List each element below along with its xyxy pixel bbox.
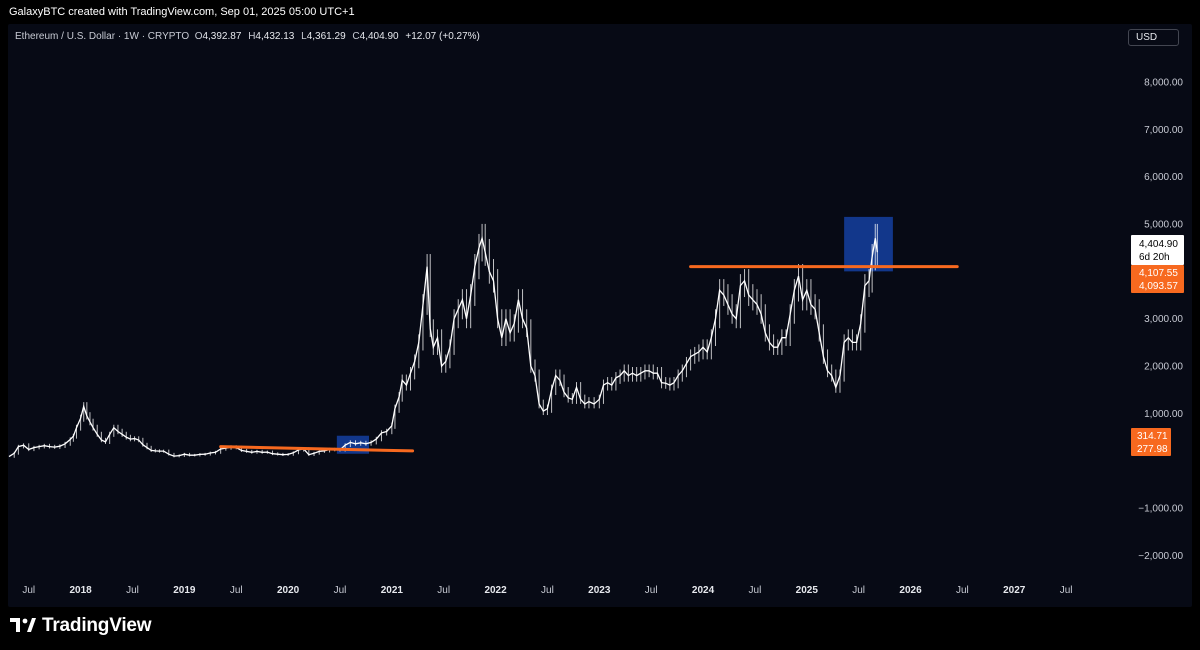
- x-tick-label-10: Jul: [541, 585, 554, 596]
- tradingview-brand[interactable]: TradingView: [10, 615, 152, 637]
- chart-panel[interactable]: 8,000.007,000.006,000.005,000.004,000.00…: [8, 24, 1192, 607]
- countdown-value: 6d 20h: [1139, 252, 1170, 263]
- y-tick-label-2: 6,000.00: [1144, 172, 1183, 183]
- x-tick-label-19: 2027: [1003, 585, 1026, 596]
- price-chart[interactable]: 8,000.007,000.006,000.005,000.004,000.00…: [8, 24, 1192, 607]
- x-tick-label-17: 2026: [899, 585, 922, 596]
- last-price-value: 4,404.90: [1139, 239, 1178, 250]
- footer: TradingView: [0, 607, 1200, 650]
- x-tick-label-5: 2020: [277, 585, 300, 596]
- close-value: 4,404.90: [359, 31, 399, 42]
- x-tick-label-6: Jul: [334, 585, 347, 596]
- open-key: O: [194, 31, 203, 42]
- lower-line-label: 314.71 277.98: [1131, 428, 1171, 456]
- attribution-bar: GalaxyBTC created with TradingView.com, …: [0, 0, 1200, 24]
- open-value: 4,392.87: [202, 31, 242, 42]
- attribution-text: GalaxyBTC created with TradingView.com, …: [9, 6, 355, 18]
- price-series: [8, 223, 878, 458]
- x-tick-label-3: 2019: [173, 585, 196, 596]
- x-tick-label-1: 2018: [69, 585, 92, 596]
- highlight-boxes: [336, 216, 893, 454]
- ohlc-legend: Ethereum / U.S. Dollar · 1W · CRYPTO O4,…: [15, 31, 484, 42]
- y-tick-label-9: −2,000.00: [1138, 551, 1183, 562]
- tradingview-logo-icon: [10, 618, 36, 632]
- tradingview-wordmark: TradingView: [42, 615, 152, 636]
- y-tick-label-1: 7,000.00: [1144, 125, 1183, 136]
- y-tick-label-7: 1,000.00: [1144, 409, 1183, 420]
- high-key: H: [248, 31, 256, 42]
- y-axis: 8,000.007,000.006,000.005,000.004,000.00…: [1138, 77, 1183, 562]
- currency-button[interactable]: USD: [1128, 29, 1179, 46]
- y-tick-label-0: 8,000.00: [1144, 77, 1183, 88]
- y-tick-label-5: 3,000.00: [1144, 314, 1183, 325]
- high-value: 4,432.13: [255, 31, 295, 42]
- x-tick-label-16: Jul: [852, 585, 865, 596]
- lower-line-label-bg: [1131, 428, 1171, 456]
- x-axis: Jul 2018 Jul 2019 Jul 2020 Jul 2021 Jul 2022 Jul 20…: [22, 585, 1072, 596]
- x-tick-label-2: Jul: [126, 585, 139, 596]
- x-tick-label-15: 2025: [796, 585, 819, 596]
- last-price-bg: [1131, 235, 1184, 265]
- trendlines: [219, 265, 959, 453]
- last-price-label: 4,404.90 6d 20h: [1131, 235, 1184, 265]
- y-tick-label-3: 5,000.00: [1144, 220, 1183, 231]
- x-tick-label-8: Jul: [437, 585, 450, 596]
- upper-line-value-a: 4,107.55: [1139, 268, 1178, 279]
- upper-line-label: 4,107.55 4,093.57: [1131, 265, 1184, 293]
- x-tick-label-12: Jul: [645, 585, 658, 596]
- x-tick-label-7: 2021: [381, 585, 404, 596]
- low-key: L: [301, 31, 307, 42]
- x-tick-label-9: 2022: [484, 585, 507, 596]
- x-tick-label-13: 2024: [692, 585, 715, 596]
- close-key: C: [352, 31, 360, 42]
- lower-line-value-a: 314.71: [1137, 431, 1168, 442]
- x-tick-label-4: Jul: [230, 585, 243, 596]
- low-value: 4,361.29: [306, 31, 346, 42]
- x-tick-label-20: Jul: [1060, 585, 1073, 596]
- y-tick-label-8: −1,000.00: [1138, 504, 1183, 515]
- upper-line-label-bg: [1131, 265, 1184, 293]
- x-tick-label-18: Jul: [956, 585, 969, 596]
- price-line: [8, 235, 878, 458]
- trendline-0[interactable]: [219, 445, 415, 453]
- y-tick-label-6: 2,000.00: [1144, 362, 1183, 373]
- symbol-title: Ethereum / U.S. Dollar · 1W · CRYPTO: [15, 31, 190, 42]
- x-tick-label-14: Jul: [749, 585, 762, 596]
- x-tick-label-0: Jul: [22, 585, 35, 596]
- highlight-box-1: [844, 216, 893, 272]
- change-value: +12.07 (+0.27%): [405, 31, 480, 42]
- x-tick-label-11: 2023: [588, 585, 611, 596]
- upper-line-value-b: 4,093.57: [1139, 281, 1178, 292]
- lower-line-value-b: 277.98: [1137, 444, 1168, 455]
